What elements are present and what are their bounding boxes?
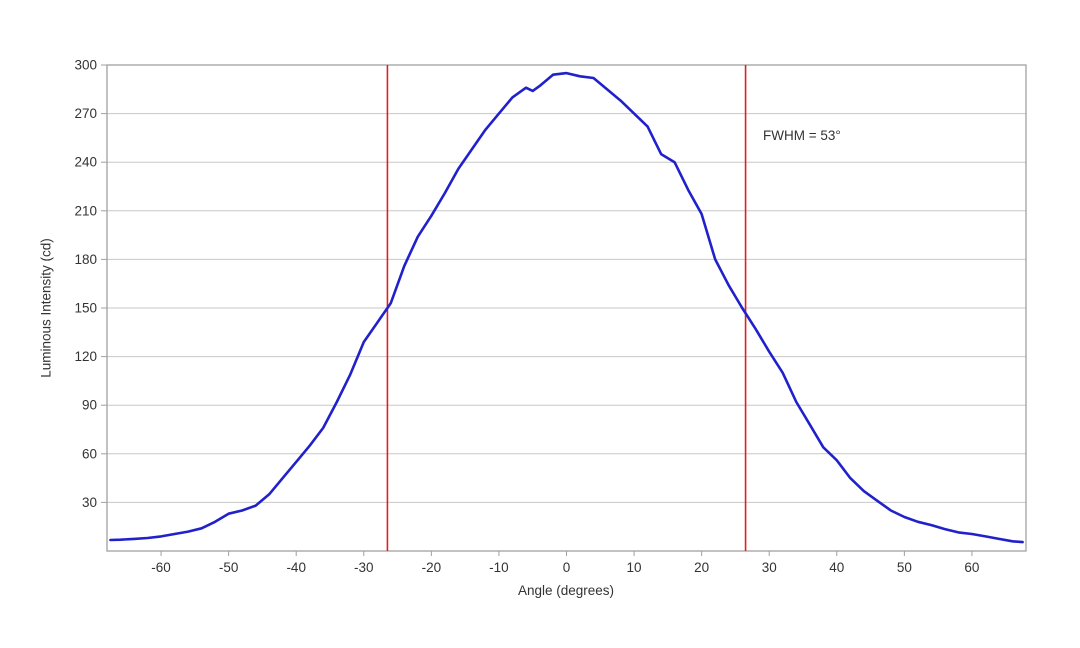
y-tick-label: 90 bbox=[82, 398, 97, 413]
x-tick-label: 30 bbox=[762, 560, 777, 575]
x-tick-label: -40 bbox=[286, 560, 306, 575]
x-tick-label: 20 bbox=[694, 560, 709, 575]
x-tick-label: 0 bbox=[563, 560, 571, 575]
x-tick-label: -20 bbox=[422, 560, 442, 575]
x-tick-label: -10 bbox=[489, 560, 509, 575]
x-tick-label: -30 bbox=[354, 560, 374, 575]
x-tick-label: 50 bbox=[897, 560, 912, 575]
x-tick-label: 60 bbox=[964, 560, 979, 575]
x-tick-label: 10 bbox=[627, 560, 642, 575]
y-tick-label: 150 bbox=[74, 301, 97, 316]
x-tick-label: -60 bbox=[151, 560, 171, 575]
luminous-intensity-curve bbox=[109, 71, 1024, 544]
y-tick-label: 120 bbox=[74, 349, 97, 364]
y-tick-label: 270 bbox=[74, 106, 97, 121]
y-tick-label: 240 bbox=[74, 155, 97, 170]
plot-frame bbox=[106, 64, 1027, 552]
x-tick-label: -50 bbox=[219, 560, 239, 575]
x-tick-label: 40 bbox=[829, 560, 844, 575]
y-tick-label: 180 bbox=[74, 252, 97, 267]
x-axis-title: Angle (degrees) bbox=[517, 583, 615, 598]
y-tick-label: 30 bbox=[82, 495, 97, 510]
y-tick-label: 210 bbox=[74, 203, 97, 218]
y-tick-label: 300 bbox=[74, 58, 97, 73]
y-axis-title: Luminous Intensity (cd) bbox=[38, 238, 54, 378]
y-tick-label: 60 bbox=[82, 446, 97, 461]
fwhm-annotation: FWHM = 53° bbox=[763, 128, 841, 143]
